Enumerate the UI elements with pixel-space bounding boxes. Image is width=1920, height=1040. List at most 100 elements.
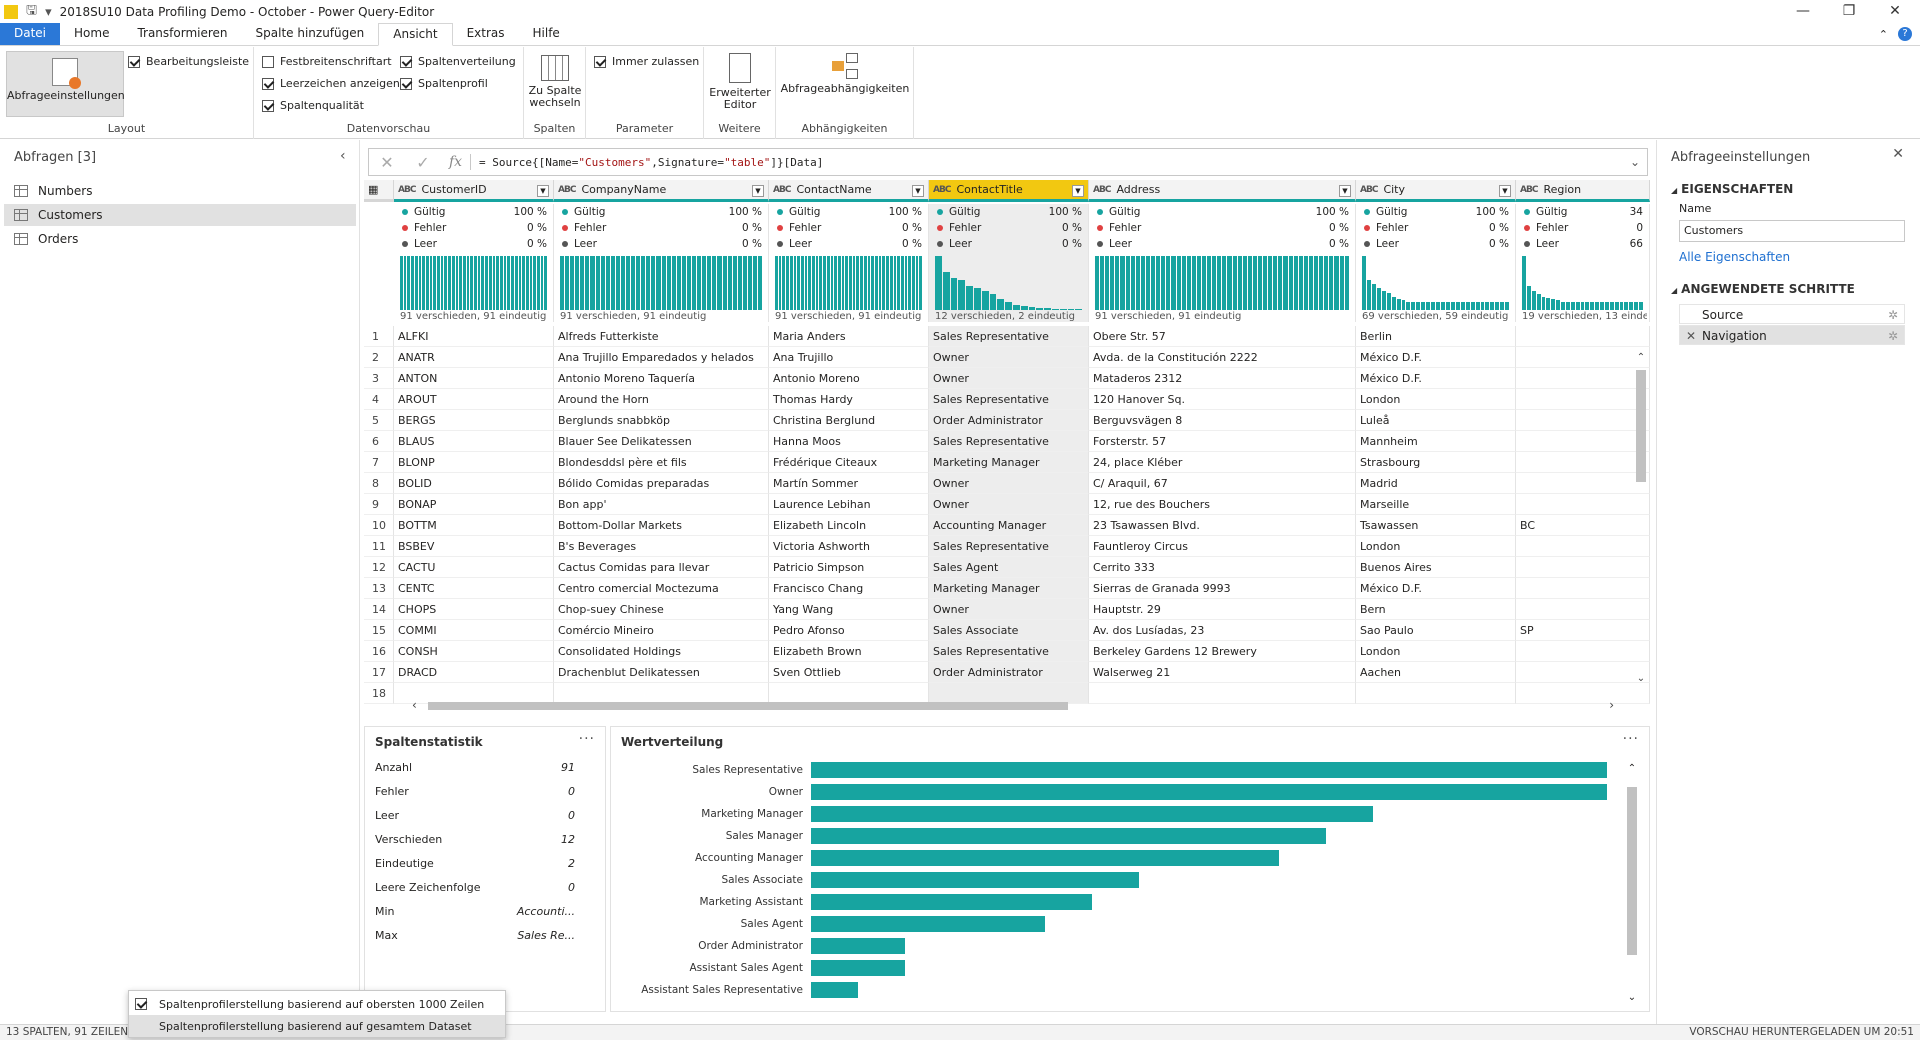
table-cell[interactable] [1516,347,1650,368]
text-type-icon[interactable]: ABC [1360,184,1378,195]
whitespace-checkbox[interactable]: Leerzeichen anzeigen [262,77,400,90]
table-cell[interactable]: London [1356,536,1516,557]
distribution-row[interactable]: Sales Manager [611,827,1326,845]
all-properties-link[interactable]: Alle Eigenschaften [1679,250,1791,264]
table-cell[interactable]: Martín Sommer [769,473,929,494]
column-profile-contacttitle[interactable]: Gültig 100 % Fehler 0 % Leer 0 % 12 verschiede… [929,204,1089,322]
table-cell[interactable]: B's Beverages [554,536,769,557]
scroll-up-icon[interactable]: ⌃ [1636,352,1646,363]
table-cell[interactable]: Blauer See Delikatessen [554,431,769,452]
fx-icon[interactable]: fx [441,154,471,170]
distribution-scrollbar[interactable]: ⌃ ⌄ [1625,763,1639,1003]
table-cell[interactable]: Sven Ottlieb [769,662,929,683]
commit-formula-icon[interactable]: ✓ [416,152,430,172]
distribution-row[interactable]: Marketing Manager [611,805,1373,823]
tab-hilfe[interactable]: Hilfe [532,26,560,40]
column-profile-address[interactable]: Gültig 100 % Fehler 0 % Leer 0 % 91 verschiede… [1089,204,1356,322]
query-item-orders[interactable]: Orders [4,228,356,250]
scroll-right-icon[interactable]: › [1609,698,1614,712]
collapse-triangle-icon[interactable]: ◢ [1671,286,1678,295]
table-cell[interactable]: CENTC [394,578,554,599]
table-cell[interactable]: Christina Berglund [769,410,929,431]
collapse-triangle-icon[interactable]: ◢ [1671,186,1678,195]
table-cell[interactable]: Marketing Manager [929,578,1089,599]
table-cell[interactable]: Mannheim [1356,431,1516,452]
distribution-row[interactable]: Owner [611,783,1607,801]
table-cell[interactable]: Tsawassen [1356,515,1516,536]
scroll-up-icon[interactable]: ⌃ [1627,763,1637,774]
distribution-bar[interactable] [811,938,905,954]
table-cell[interactable] [1516,368,1650,389]
distribution-row[interactable]: Sales Associate [611,871,1139,889]
query-settings-button[interactable]: Abfrageeinstellungen [6,51,125,117]
table-cell[interactable]: BONAP [394,494,554,515]
distribution-row[interactable]: Accounting Manager [611,849,1279,867]
table-cell[interactable]: Bottom-Dollar Markets [554,515,769,536]
distribution-histogram[interactable] [1522,256,1643,310]
table-cell[interactable]: Patricio Simpson [769,557,929,578]
table-cell[interactable]: ANTON [394,368,554,389]
monospace-checkbox[interactable]: Festbreitenschriftart [262,55,392,68]
step-navigation[interactable]: ✕ Navigation ✲ [1679,325,1905,345]
distribution-histogram[interactable] [1095,256,1349,310]
table-cell[interactable]: BERGS [394,410,554,431]
table-cell[interactable]: DRACD [394,662,554,683]
table-cell[interactable]: Antonio Moreno Taquería [554,368,769,389]
column-header-companyname[interactable]: ABC CompanyName ▼ [554,180,769,202]
more-options-icon[interactable]: ··· [1622,731,1639,747]
scroll-down-icon[interactable]: ⌄ [1636,673,1646,684]
table-cell[interactable]: BLONP [394,452,554,473]
table-cell[interactable]: 23 Tsawassen Blvd. [1089,515,1356,536]
more-options-icon[interactable]: ··· [578,731,595,747]
table-cell[interactable]: Sales Representative [929,431,1089,452]
step-source[interactable]: Source ✲ [1679,304,1905,324]
table-cell[interactable]: Forsterstr. 57 [1089,431,1356,452]
column-header-region[interactable]: ABC Region [1516,180,1650,202]
table-cell[interactable]: Sales Representative [929,536,1089,557]
formula-input[interactable]: = Source{[Name="Customers",Signature="ta… [471,156,1623,169]
table-cell[interactable]: BOLID [394,473,554,494]
distribution-bar[interactable] [811,762,1607,778]
distribution-row[interactable]: Assistant Sales Agent [611,959,905,977]
distribution-histogram[interactable] [935,256,1083,310]
table-cell[interactable] [1516,536,1650,557]
table-cell[interactable]: Sales Agent [929,557,1089,578]
table-cell[interactable]: Luleå [1356,410,1516,431]
restore-button[interactable]: ❐ [1842,3,1856,19]
table-cell[interactable]: C/ Araquil, 67 [1089,473,1356,494]
table-cell[interactable]: Victoria Ashworth [769,536,929,557]
column-header-contacttitle[interactable]: ABC ContactTitle ▼ [929,180,1089,202]
column-profile-checkbox[interactable]: Spaltenprofil [400,77,488,90]
filter-dropdown-icon[interactable]: ▼ [912,185,924,197]
table-cell[interactable] [1516,641,1650,662]
distribution-row[interactable]: Assistant Sales Representative [611,981,858,999]
table-cell[interactable]: BLAUS [394,431,554,452]
table-cell[interactable] [1516,452,1650,473]
table-cell[interactable]: Alfreds Futterkiste [554,326,769,347]
table-cell[interactable]: Bon app' [554,494,769,515]
table-cell[interactable]: Sierras de Granada 9993 [1089,578,1356,599]
quick-access-dropdown-icon[interactable]: ▾ [45,4,52,20]
table-cell[interactable]: Owner [929,347,1089,368]
delete-step-icon[interactable]: ✕ [1686,329,1697,343]
table-cell[interactable]: Ana Trujillo [769,347,929,368]
scroll-left-icon[interactable]: ‹ [412,698,417,712]
table-cell[interactable]: Antonio Moreno [769,368,929,389]
table-cell[interactable]: Mataderos 2312 [1089,368,1356,389]
gear-icon[interactable]: ✲ [1887,329,1898,343]
query-name-input[interactable]: Customers [1679,220,1905,242]
tab-datei[interactable]: Datei [0,23,61,45]
text-type-icon[interactable]: ABC [933,184,951,195]
table-cell[interactable]: BSBEV [394,536,554,557]
save-icon[interactable]: 🖫 [26,3,38,18]
filter-dropdown-icon[interactable]: ▼ [1499,185,1511,197]
table-cell[interactable]: Bern [1356,599,1516,620]
table-cell[interactable]: Ana Trujillo Emparedados y helados [554,347,769,368]
tab-home[interactable]: Home [74,26,110,40]
scroll-thumb[interactable] [1636,370,1646,482]
table-cell[interactable]: Yang Wang [769,599,929,620]
collapse-pane-icon[interactable]: ‹ [340,148,346,164]
table-cell[interactable]: Walserweg 21 [1089,662,1356,683]
column-distribution-checkbox[interactable]: Spaltenverteilung [400,55,516,68]
table-cell[interactable] [1516,578,1650,599]
